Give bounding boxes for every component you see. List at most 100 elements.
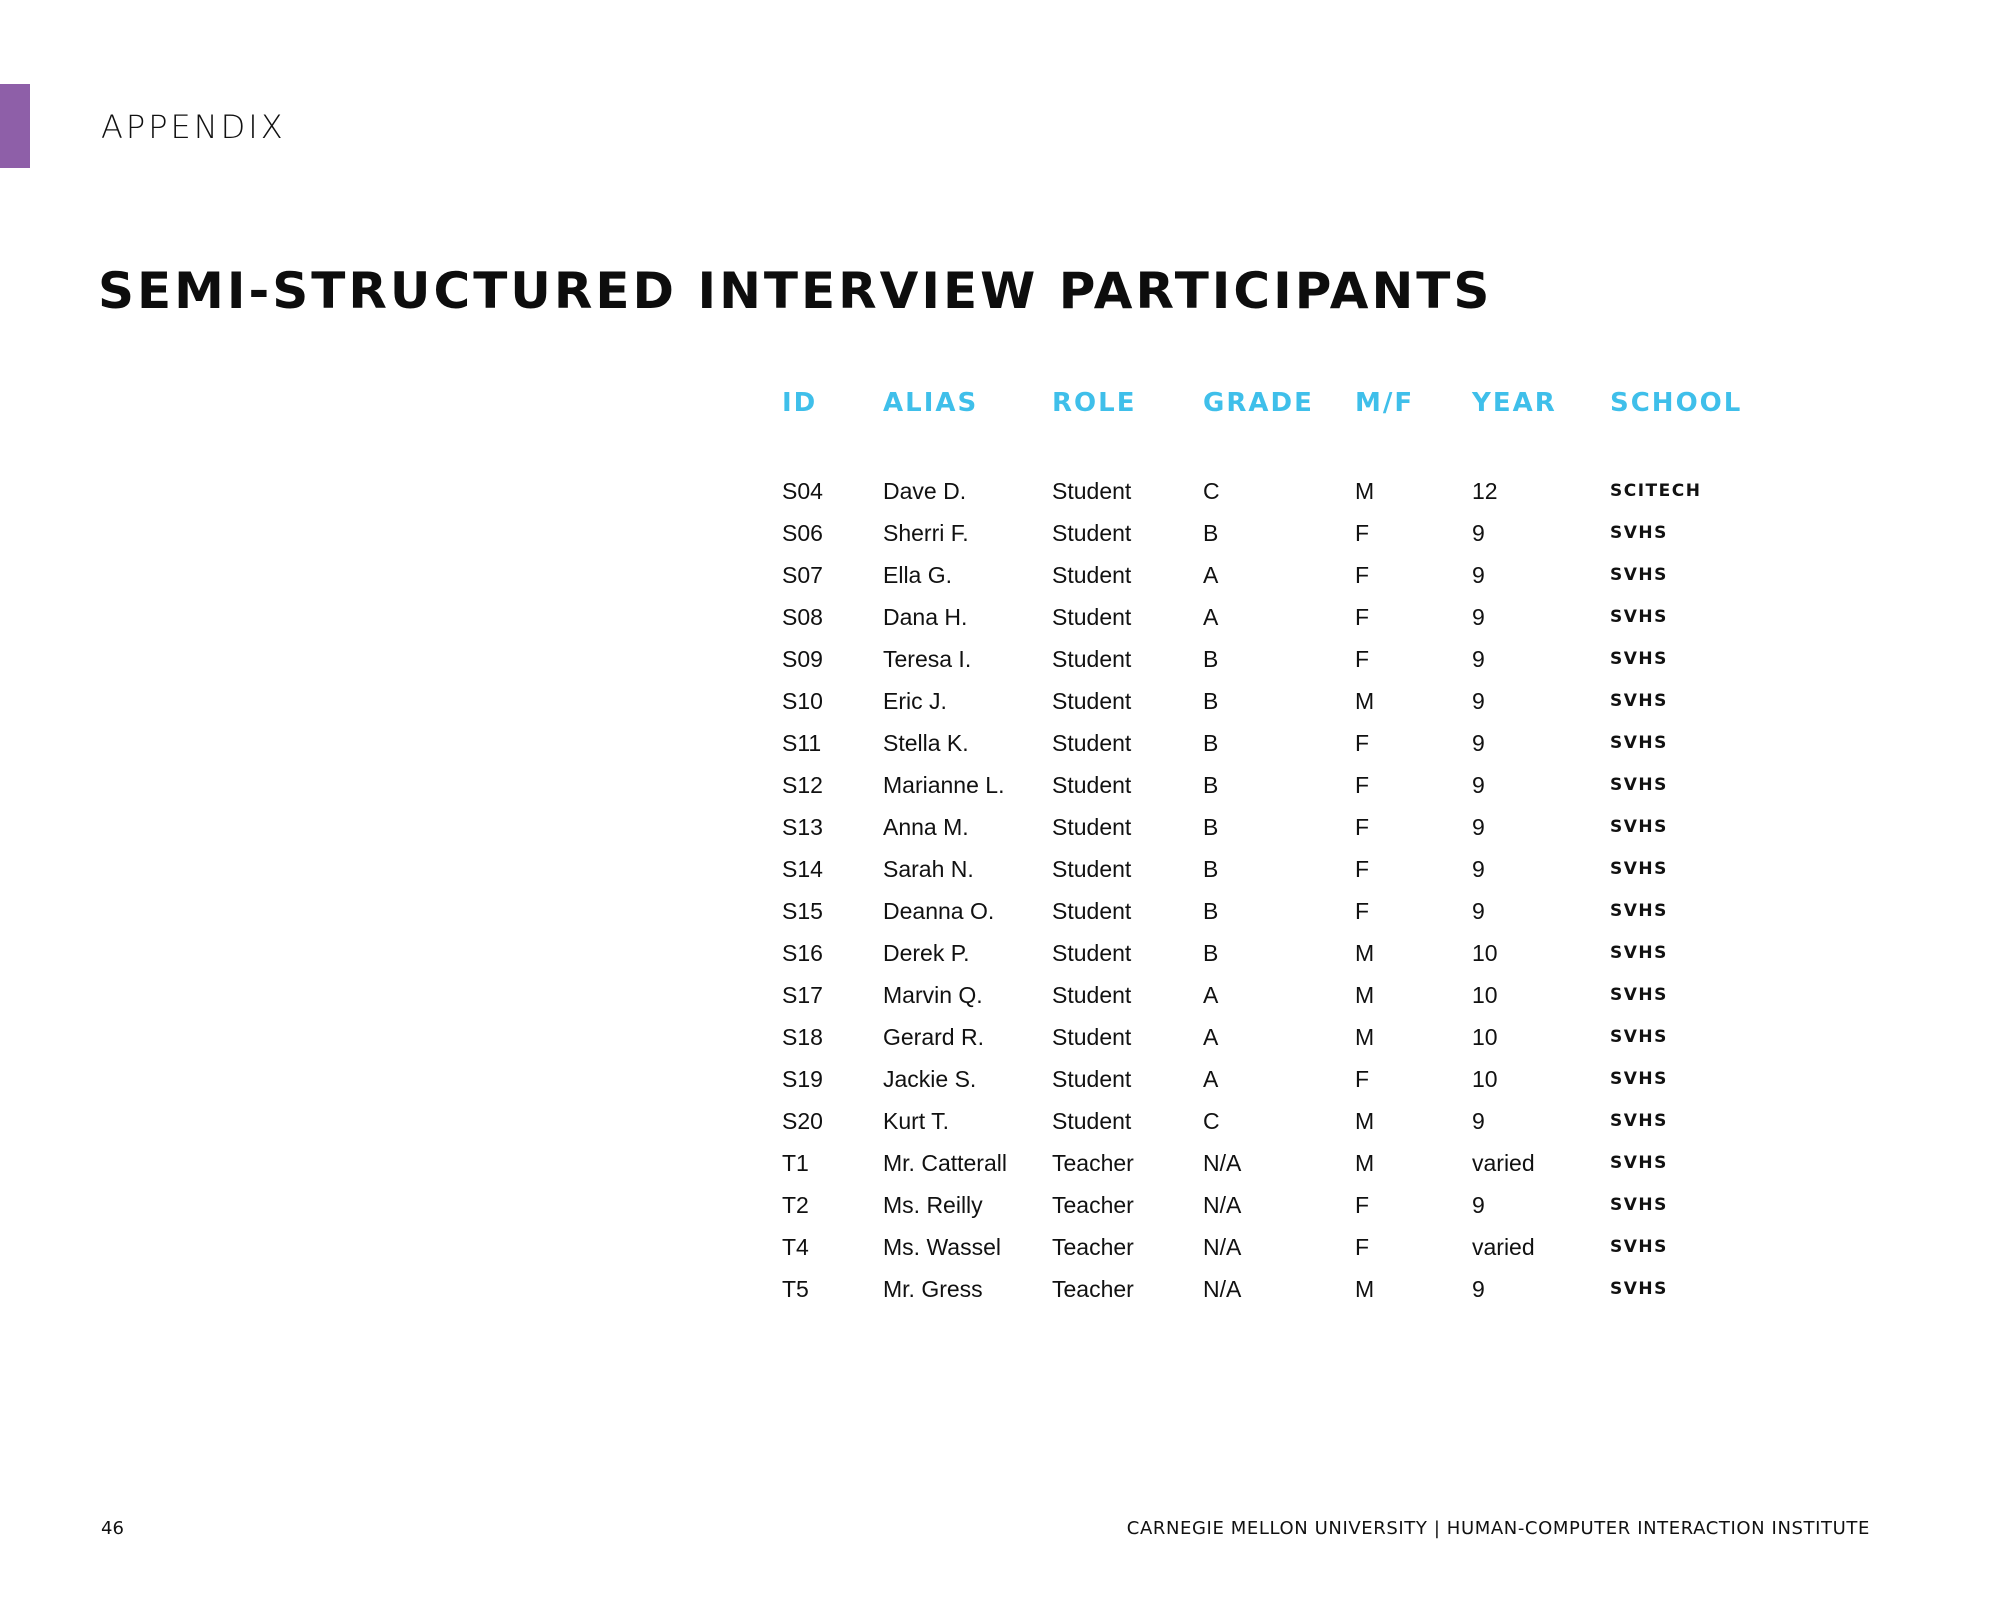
cell-role: Student [1052,645,1132,672]
column-header-id: ID [782,388,818,418]
cell-role: Student [1052,603,1132,630]
cell-gender: F [1355,645,1370,672]
cell-alias: Deanna O. [883,897,995,924]
table-row: S13 Anna M. Student B F 9 SVHS [782,806,1770,848]
cell-gender: M [1355,981,1375,1008]
cell-school: SVHS [1610,1111,1668,1131]
participants-table: ID ALIAS ROLE GRADE M/F YEAR SCHOOL S04 D… [782,388,1770,1310]
table-row: S04 Dave D. Student C M 12 SCITECH [782,470,1770,512]
table-row: S12 Marianne L. Student B F 9 SVHS [782,764,1770,806]
cell-year: varied [1472,1233,1535,1260]
cell-id: T5 [782,1275,809,1302]
section-label: APPENDIX [101,108,286,146]
cell-role: Student [1052,897,1132,924]
cell-gender: M [1355,477,1375,504]
cell-id: S13 [782,813,823,840]
table-row: S14 Sarah N. Student B F 9 SVHS [782,848,1770,890]
cell-gender: F [1355,519,1370,546]
cell-id: S14 [782,855,823,882]
cell-grade: B [1203,855,1219,882]
column-header-grade: GRADE [1203,388,1314,418]
cell-id: S07 [782,561,823,588]
cell-grade: A [1203,981,1219,1008]
cell-gender: M [1355,1149,1375,1176]
cell-school: SVHS [1610,775,1668,795]
cell-gender: F [1355,1233,1370,1260]
cell-role: Teacher [1052,1233,1134,1260]
cell-year: 10 [1472,1023,1498,1050]
cell-gender: M [1355,1275,1375,1302]
cell-alias: Ella G. [883,561,953,588]
cell-alias: Derek P. [883,939,970,966]
cell-grade: B [1203,519,1219,546]
cell-role: Student [1052,687,1132,714]
table-body: S04 Dave D. Student C M 12 SCITECH S06 Sherri F.… [782,470,1770,1310]
cell-year: 9 [1472,519,1485,546]
cell-year: 10 [1472,939,1498,966]
cell-role: Student [1052,561,1132,588]
column-header-year: YEAR [1472,388,1557,418]
cell-alias: Stella K. [883,729,969,756]
cell-grade: B [1203,687,1219,714]
cell-year: 9 [1472,855,1485,882]
table-row: S15 Deanna O. Student B F 9 SVHS [782,890,1770,932]
cell-id: S20 [782,1107,823,1134]
column-header-gender: M/F [1355,388,1415,418]
cell-role: Student [1052,1065,1132,1092]
cell-grade: B [1203,813,1219,840]
cell-school: SVHS [1610,901,1668,921]
cell-school: SCITECH [1610,481,1702,501]
cell-grade: C [1203,1107,1220,1134]
cell-grade: B [1203,771,1219,798]
cell-gender: F [1355,855,1370,882]
column-header-school: SCHOOL [1610,388,1743,418]
table-row: T2 Ms. Reilly Teacher N/A F 9 SVHS [782,1184,1770,1226]
table-row: S20 Kurt T. Student C M 9 SVHS [782,1100,1770,1142]
cell-alias: Eric J. [883,687,947,714]
cell-gender: M [1355,1107,1375,1134]
cell-id: S11 [782,729,822,756]
cell-school: SVHS [1610,1279,1668,1299]
cell-school: SVHS [1610,1237,1668,1257]
cell-id: S15 [782,897,823,924]
cell-grade: A [1203,603,1219,630]
cell-alias: Mr. Catterall [883,1149,1007,1176]
cell-school: SVHS [1610,943,1668,963]
cell-year: 9 [1472,771,1485,798]
table-row: S08 Dana H. Student A F 9 SVHS [782,596,1770,638]
cell-gender: F [1355,771,1370,798]
cell-school: SVHS [1610,523,1668,543]
cell-id: S10 [782,687,823,714]
cell-alias: Sarah N. [883,855,974,882]
cell-school: SVHS [1610,565,1668,585]
cell-school: SVHS [1610,649,1668,669]
cell-year: 9 [1472,1107,1485,1134]
cell-alias: Anna M. [883,813,969,840]
table-row: S07 Ella G. Student A F 9 SVHS [782,554,1770,596]
cell-id: S12 [782,771,823,798]
cell-gender: F [1355,813,1370,840]
section-accent-bar [0,84,30,168]
cell-year: 9 [1472,1275,1485,1302]
cell-year: 9 [1472,561,1485,588]
cell-alias: Kurt T. [883,1107,950,1134]
cell-year: 9 [1472,1191,1485,1218]
cell-school: SVHS [1610,1195,1668,1215]
cell-role: Student [1052,1023,1132,1050]
cell-school: SVHS [1610,1069,1668,1089]
page-title: SEMI-STRUCTURED INTERVIEW PARTICIPANTS [98,262,1493,320]
cell-gender: M [1355,687,1375,714]
cell-school: SVHS [1610,1027,1668,1047]
cell-role: Teacher [1052,1149,1134,1176]
cell-role: Student [1052,771,1132,798]
cell-id: T2 [782,1191,809,1218]
cell-gender: F [1355,1065,1370,1092]
cell-grade: N/A [1203,1191,1242,1218]
cell-alias: Marvin Q. [883,981,983,1008]
cell-school: SVHS [1610,859,1668,879]
table-row: S19 Jackie S. Student A F 10 SVHS [782,1058,1770,1100]
cell-alias: Marianne L. [883,771,1005,798]
cell-grade: B [1203,939,1219,966]
cell-grade: N/A [1203,1149,1242,1176]
